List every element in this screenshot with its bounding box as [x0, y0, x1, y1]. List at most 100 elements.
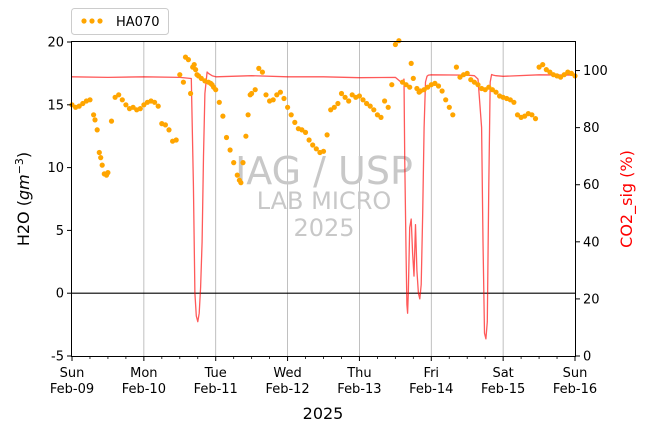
h2o-data-point — [227, 147, 233, 153]
h2o-data-point — [396, 38, 402, 44]
y2-axis-title: CO2_sig (%) — [617, 150, 637, 248]
h2o-data-point — [367, 103, 373, 109]
h2o-data-point — [155, 103, 161, 109]
h2o-data-point — [371, 107, 377, 113]
h2o-data-point — [252, 87, 258, 93]
y-tick-label: 20 — [47, 36, 64, 51]
h2o-data-point — [152, 99, 158, 105]
h2o-data-point — [105, 170, 111, 176]
x-tick-label-day: Tue — [204, 366, 227, 381]
x-tick-label-date: Feb-16 — [553, 382, 597, 397]
legend-label-ha070: HA070 — [116, 15, 159, 30]
y-axis-title: H2O (gm−3) — [13, 152, 34, 246]
h2o-data-point — [407, 84, 413, 90]
x-tick-label-date: Feb-11 — [194, 382, 238, 397]
h2o-data-point — [464, 70, 470, 76]
y-tick-label: 15 — [47, 98, 64, 113]
watermark-line-2: LAB MICRO — [257, 187, 392, 215]
h2o-data-point — [263, 92, 269, 98]
y-tick-label: 0 — [56, 287, 64, 302]
h2o-data-point — [514, 112, 521, 118]
h2o-data-point — [98, 155, 104, 161]
h2o-data-point — [274, 92, 280, 98]
h2o-data-point — [76, 103, 82, 109]
y2-tick-label: 0 — [583, 350, 591, 365]
h2o-data-point — [306, 137, 312, 143]
h2o-data-point — [356, 93, 362, 99]
h2o-data-point — [389, 82, 395, 88]
h2o-data-point — [310, 142, 316, 148]
y-tick-label: 5 — [56, 224, 64, 239]
h2o-data-point — [91, 112, 97, 118]
h2o-data-point — [213, 87, 219, 93]
h2o-data-point — [216, 99, 222, 105]
h2o-data-point — [450, 112, 456, 118]
x-tick-label-day: Mon — [130, 366, 157, 381]
h2o-data-point — [173, 137, 179, 143]
right-axis: 0 20 40 60 80 100 — [575, 64, 608, 365]
h2o-data-point — [374, 112, 380, 118]
h2o-data-point — [561, 72, 567, 78]
x-tick-label-date: Feb-10 — [122, 382, 166, 397]
h2o-data-point — [285, 104, 291, 110]
legend-marker-dot — [89, 18, 95, 24]
h2o-data-point — [238, 180, 244, 186]
legend-box — [71, 8, 169, 35]
h2o-data-point — [277, 89, 283, 95]
h2o-data-point — [532, 116, 539, 122]
left-axis: -5 0 5 10 15 20 — [47, 36, 72, 365]
h2o-data-point — [240, 160, 246, 166]
h2o-data-point — [335, 100, 341, 107]
x-tick-label-date: Feb-12 — [265, 382, 309, 397]
h2o-data-point — [92, 117, 98, 123]
y-tick-label: 10 — [47, 161, 64, 176]
watermark-line-3: 2025 — [293, 214, 354, 242]
x-axis: SunFeb-09MonFeb-10TueFeb-11WedFeb-12ThuF… — [50, 356, 597, 397]
h2o-data-point — [188, 90, 194, 97]
y2-tick-label: 60 — [583, 178, 600, 193]
h2o-data-point — [245, 112, 251, 118]
legend: HA070 — [71, 8, 169, 35]
h2o-data-point — [439, 88, 445, 94]
h2o-data-point — [87, 97, 93, 103]
y2-tick-label: 100 — [583, 64, 608, 79]
h2o-data-point — [270, 97, 276, 103]
y-tick-label: -5 — [51, 350, 64, 365]
x-tick-label-date: Feb-09 — [50, 382, 94, 397]
h2o-data-point — [540, 62, 546, 68]
h2o-data-point — [191, 62, 197, 68]
h2o-data-point — [320, 148, 327, 154]
x-tick-label-day: Wed — [273, 366, 301, 381]
h2o-data-point — [302, 129, 309, 135]
h2o-data-point — [99, 162, 105, 168]
y2-tick-label: 80 — [583, 121, 600, 136]
watermark: IAG / USP LAB MICRO 2025 — [235, 149, 413, 242]
h2o-data-point — [193, 67, 199, 73]
h2o-data-point — [96, 149, 102, 156]
h2o-data-point — [446, 104, 452, 110]
h2o-data-point — [223, 134, 230, 141]
h2o-data-point — [185, 57, 191, 63]
h2o-data-point — [435, 83, 442, 89]
h2o-data-point — [324, 132, 330, 138]
h2o-data-point — [453, 64, 459, 70]
h2o-data-point — [288, 112, 294, 118]
h2o-data-point — [281, 95, 287, 102]
h2o-data-point — [220, 113, 226, 119]
h2o-data-point — [231, 160, 237, 166]
x-tick-label-date: Feb-15 — [481, 382, 525, 397]
h2o-data-point — [177, 72, 183, 78]
co2-series-line — [71, 71, 576, 340]
h2o-data-point — [331, 104, 337, 110]
h2o-data-point — [243, 133, 249, 139]
h2o-data-point — [346, 98, 352, 104]
h2o-data-point — [94, 127, 100, 133]
h2o-data-point — [313, 146, 319, 152]
h2o-data-point — [493, 89, 499, 95]
h2o-data-point — [137, 106, 143, 112]
h2o-series-layer — [69, 38, 578, 186]
co2-series-layer — [71, 71, 576, 340]
legend-marker-dot — [81, 18, 87, 24]
h2o-data-point — [256, 65, 262, 71]
